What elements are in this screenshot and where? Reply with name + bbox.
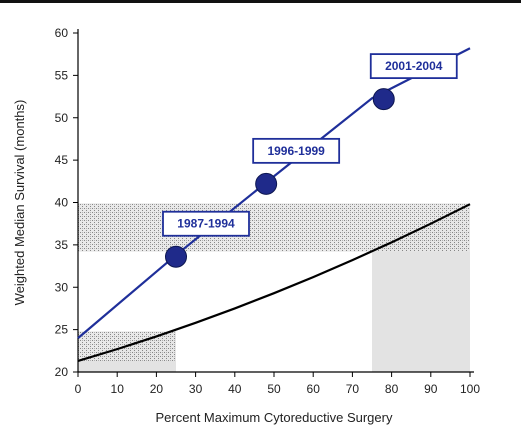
x-tick-label: 0 bbox=[75, 382, 82, 396]
x-tick-label: 40 bbox=[228, 382, 242, 396]
era-label-box bbox=[162, 210, 250, 237]
blue-data-point bbox=[165, 245, 187, 268]
blue-data-point bbox=[372, 88, 395, 111]
top-border-line bbox=[0, 0, 521, 3]
x-axis-title: Percent Maximum Cytoreductive Surgery bbox=[156, 410, 393, 425]
blue-data-point bbox=[255, 172, 278, 195]
x-tick-label: 100 bbox=[460, 382, 480, 396]
x-tick-label: 70 bbox=[346, 382, 360, 396]
x-tick-label: 30 bbox=[189, 382, 203, 396]
y-tick-label: 40 bbox=[55, 196, 69, 210]
axes bbox=[73, 29, 474, 377]
y-tick-label: 60 bbox=[55, 26, 69, 40]
era-label-text: 2001-2004 bbox=[385, 59, 443, 73]
y-axis-title: Weighted Median Survival (months) bbox=[12, 100, 27, 306]
hatched-bands bbox=[78, 203, 470, 361]
y-tick-label: 20 bbox=[55, 365, 69, 379]
era-label-text: 1996-1999 bbox=[267, 144, 325, 158]
y-tick-label: 55 bbox=[55, 68, 69, 82]
era-label-text: 1987-1994 bbox=[177, 217, 235, 231]
x-tick-label: 60 bbox=[307, 382, 321, 396]
y-tick-label: 50 bbox=[55, 111, 69, 125]
y-tick-label: 30 bbox=[55, 280, 69, 294]
x-tick-label: 50 bbox=[267, 382, 281, 396]
x-tick-label: 20 bbox=[150, 382, 164, 396]
blue-series-group: 1987-1994 1996-1999 2001-2004 bbox=[77, 47, 471, 339]
era-label-box bbox=[252, 137, 341, 164]
black-curve-line bbox=[77, 203, 471, 363]
x-tick-label: 90 bbox=[424, 382, 438, 396]
y-tick-label: 35 bbox=[55, 238, 69, 252]
y-tick-label: 25 bbox=[55, 323, 69, 337]
y-tick-label: 45 bbox=[55, 153, 69, 167]
x-tick-label: 80 bbox=[385, 382, 399, 396]
era-label-box bbox=[369, 53, 458, 80]
x-tick-label: 10 bbox=[111, 382, 125, 396]
hatched-band-1 bbox=[78, 203, 470, 252]
tick-labels: 0 10 20 30 40 50 60 70 80 90 100 20 25 30 35 40 45 50 55 60 bbox=[55, 26, 481, 396]
black-curve-group bbox=[77, 203, 471, 363]
